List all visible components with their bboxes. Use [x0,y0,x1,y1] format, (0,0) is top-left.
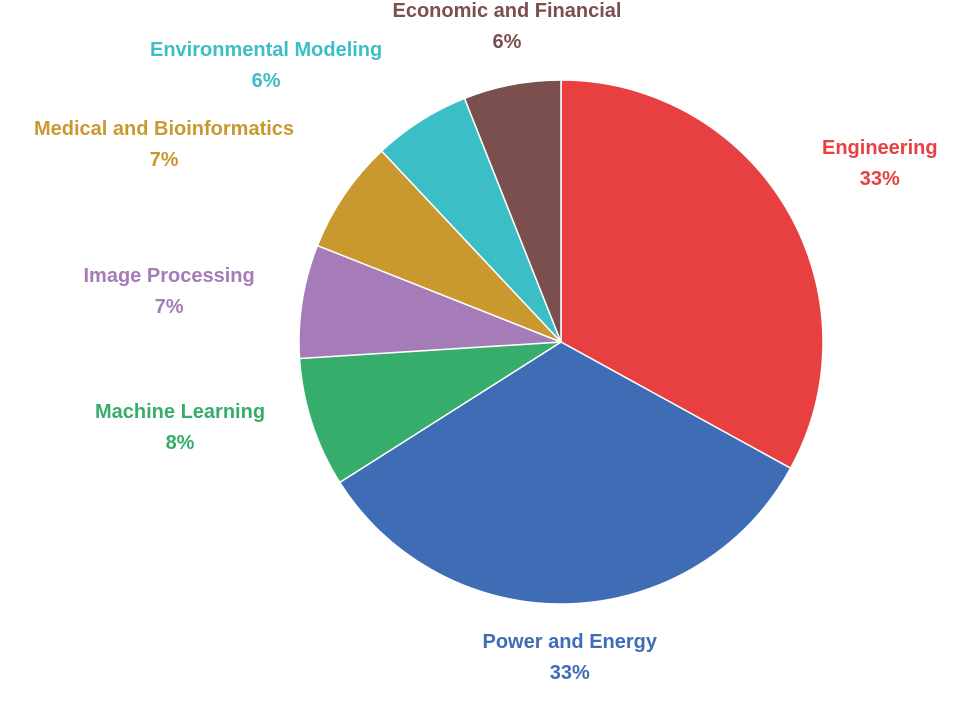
slice-label-machine-learning: Machine Learning 8% [95,397,265,459]
pie-slice-power-and-energy [338,341,792,605]
slice-percent: 6% [251,70,281,92]
slice-percent: 6% [492,31,522,53]
pie-slice-medical-and-bioinformatics [316,149,562,343]
slice-label-economic-and-financial: Economic and Financial 6% [393,0,622,58]
slice-name: Power and Energy [482,631,658,653]
slice-percent: 33% [859,168,900,190]
slice-label-engineering: Engineering 33% [822,133,938,195]
slice-name: Image Processing [83,265,255,287]
pie-slice-engineering [560,79,824,470]
pie-slice-economic-and-financial [463,79,562,343]
slice-name: Economic and Financial [392,0,622,22]
slice-name: Machine Learning [95,401,266,423]
slice-name: Environmental Modeling [150,39,383,61]
slice-name: Engineering [822,137,938,159]
slice-label-medical-and-bioinformatics: Medical and Bioinformatics 7% [34,114,294,176]
pie-slices [298,79,824,605]
slice-label-power-and-energy: Power and Energy 33% [483,627,658,689]
pie-slice-image-processing [298,244,562,360]
slice-percent: 8% [165,432,195,454]
slice-percent: 33% [549,662,590,684]
slice-label-image-processing: Image Processing 7% [84,261,255,323]
slice-label-environmental-modeling: Environmental Modeling 6% [150,35,382,97]
pie-slice-machine-learning [298,341,562,484]
slice-percent: 7% [149,149,179,171]
slice-percent: 7% [154,296,184,318]
slice-name: Medical and Bioinformatics [34,118,295,140]
